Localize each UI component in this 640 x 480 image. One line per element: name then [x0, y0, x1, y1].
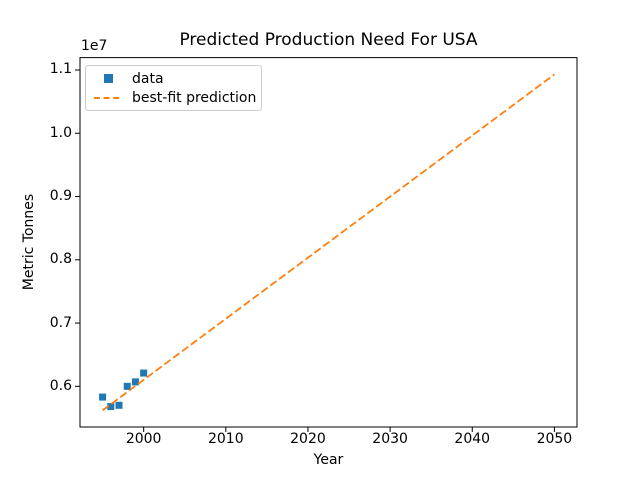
- x-tick-label: 2050: [536, 431, 573, 447]
- x-tick-label: 2000: [125, 431, 162, 447]
- y-tick-label: 1.0: [49, 124, 72, 141]
- x-tick-label: 2020: [290, 431, 326, 447]
- legend-entry-best-fit: best-fit prediction: [94, 89, 257, 107]
- x-axis-label: Year: [313, 452, 344, 468]
- scatter-point: [107, 403, 115, 411]
- legend-label-data: data: [132, 70, 164, 87]
- scatter-point: [131, 378, 139, 386]
- legend-swatch-wrap: [94, 74, 122, 83]
- y-tick-label: 0.7: [49, 314, 72, 331]
- best-fit-line: [102, 73, 555, 412]
- y-tick-label: 1.1: [49, 61, 72, 78]
- dashed-line-icon: [94, 96, 122, 99]
- x-tick-label: 2030: [372, 431, 408, 447]
- y-tick-label: 0.8: [49, 251, 72, 268]
- y-tick-label: 0.6: [49, 377, 72, 394]
- y-axis-offset-label: 1e7: [81, 38, 108, 54]
- legend-swatch-wrap: [94, 95, 122, 101]
- legend-entry-data: data: [94, 70, 253, 88]
- x-tick-label: 2040: [454, 431, 491, 447]
- y-axis-label: Metric Tonnes: [21, 193, 37, 291]
- square-marker-icon: [103, 74, 113, 83]
- chart-title: Predicted Production Need For USA: [179, 30, 478, 50]
- legend-label-best-fit: best-fit prediction: [132, 89, 257, 106]
- scatter-point: [115, 401, 123, 409]
- y-tick-label: 0.9: [49, 188, 72, 205]
- axes-frame: [79, 57, 578, 428]
- x-tick-label: 2010: [207, 431, 244, 447]
- scatter-point: [123, 382, 131, 390]
- scatter-point: [99, 393, 107, 401]
- legend: data best-fit prediction: [85, 65, 262, 111]
- scatter-point: [140, 369, 148, 377]
